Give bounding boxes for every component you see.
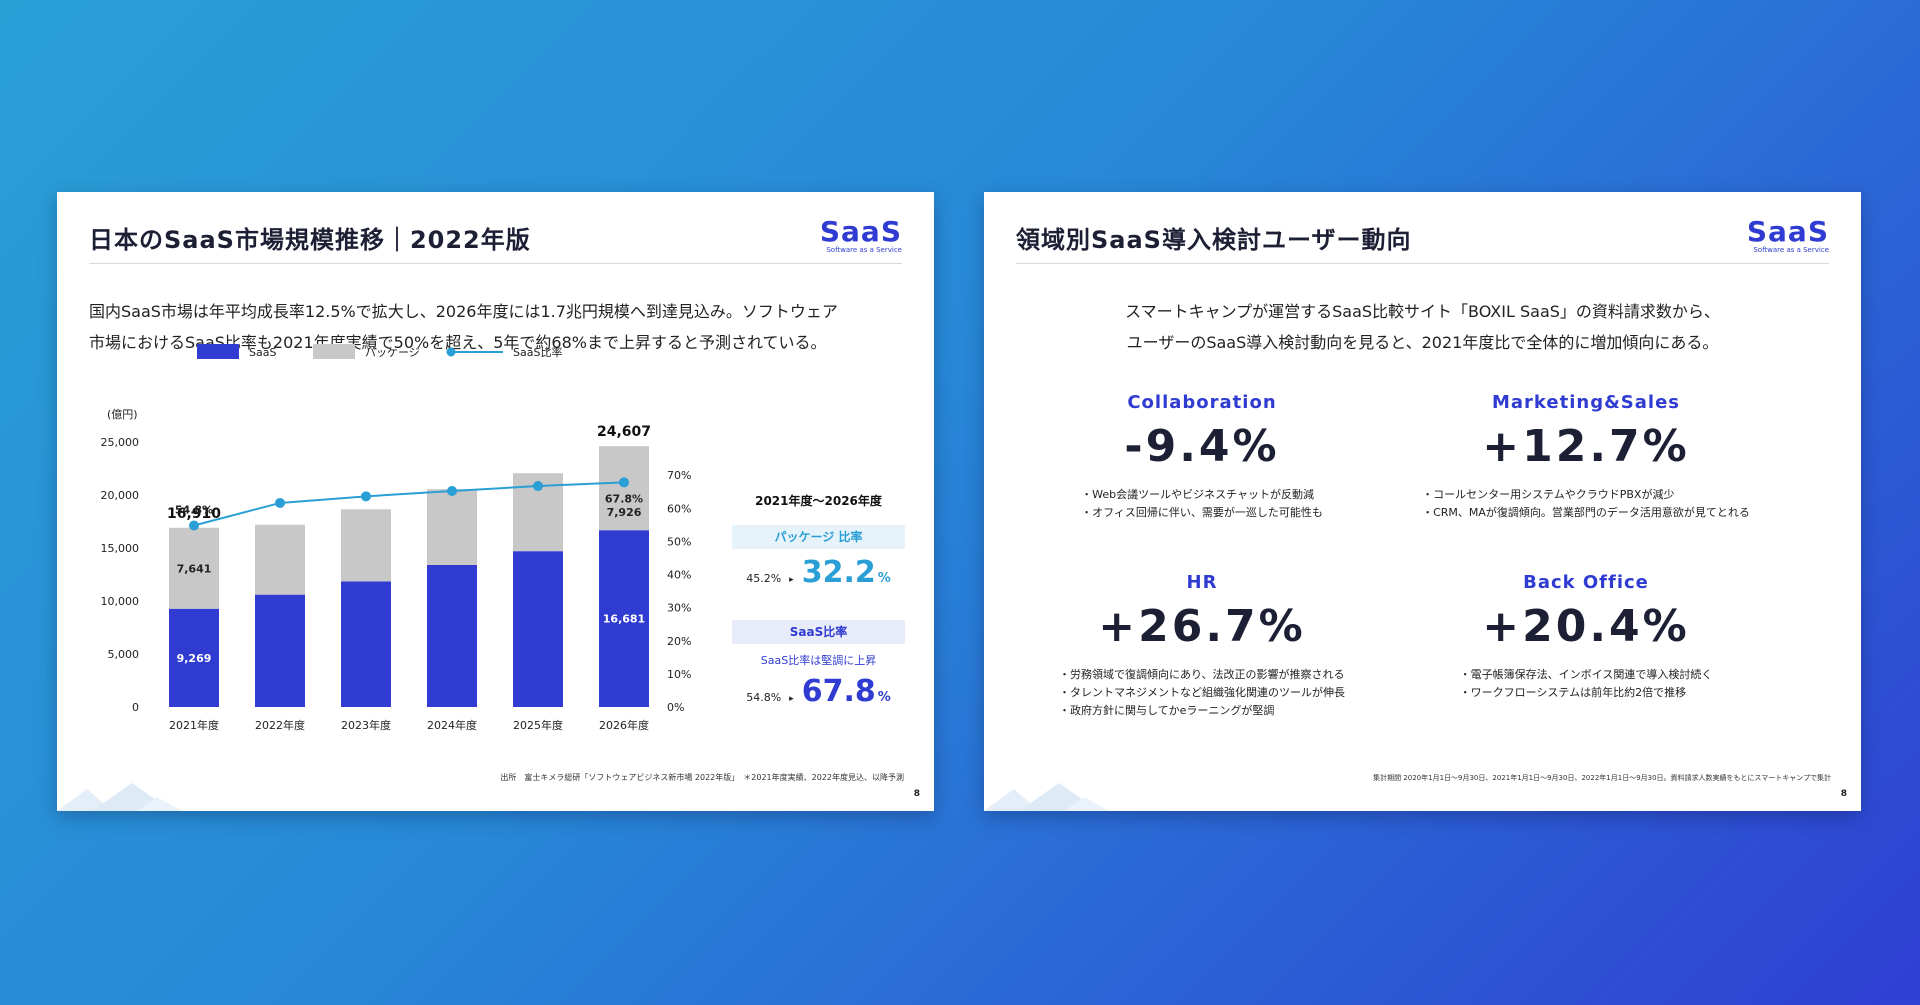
area-marketing-sales: Marketing&Sales +12.7% ・コールセンター用システムやクラウ… xyxy=(1416,392,1756,522)
page-number: 8 xyxy=(913,789,920,799)
mountain-decoration xyxy=(57,783,182,811)
total-label-first: 16,910 xyxy=(167,506,221,522)
package-ratio-band: パッケージ 比率 xyxy=(732,525,905,549)
legend-swatch-saas xyxy=(197,344,239,359)
y2-tick-label: 40% xyxy=(667,569,691,582)
title-divider xyxy=(1016,263,1829,264)
ratio-summary-panel: 2021年度〜2026年度 パッケージ 比率 45.2% ▸ 32.2 % Sa… xyxy=(732,492,905,709)
total-label-last: 24,607 xyxy=(597,424,651,440)
bar-package xyxy=(341,509,391,582)
y2-tick-label: 0% xyxy=(667,701,684,714)
ratio-label-last: 67.8% xyxy=(605,492,643,505)
area-back-office: Back Office +20.4% ・電子帳簿保存法、インボイス関連で導入検討… xyxy=(1416,572,1756,702)
y2-tick-label: 70% xyxy=(667,469,691,482)
area-hr: HR +26.7% ・労務領域で復調傾向にあり、法改正の影響が推察される ・タレ… xyxy=(1032,572,1372,720)
ratio-line xyxy=(193,481,625,527)
slide-title: 日本のSaaS市場規模推移｜2022年版 xyxy=(89,226,531,254)
saas-ratio-value: 67.8 xyxy=(801,674,876,709)
x-tick-label: 2021年度 xyxy=(169,718,219,732)
panel-heading: 2021年度〜2026年度 xyxy=(755,494,882,508)
saas-logo: SaaS Software as a Service xyxy=(1746,215,1829,255)
area-value: -9.4% xyxy=(1124,421,1280,472)
x-tick-label: 2026年度 xyxy=(599,718,649,732)
bar-saas xyxy=(599,530,649,707)
bar-package xyxy=(169,527,219,609)
y2-tick-label: 30% xyxy=(667,602,691,615)
y-tick-label: 10,000 xyxy=(101,595,140,608)
page-number: 8 xyxy=(1840,789,1847,799)
y2-tick-label: 60% xyxy=(667,502,691,515)
lead-text: スマートキャンプが運営するSaaS比較サイト「BOXIL SaaS」の資料請求数… xyxy=(1125,302,1720,352)
legend-label-saas: SaaS xyxy=(249,346,276,359)
mountain-decoration xyxy=(984,783,1109,811)
legend-swatch-package xyxy=(313,344,355,359)
ratio-point xyxy=(189,520,199,531)
data-label-saas-first: 9,269 xyxy=(177,652,212,665)
y2-tick-label: 50% xyxy=(667,535,691,548)
y-tick-label: 15,000 xyxy=(101,542,140,555)
ratio-point xyxy=(361,491,371,502)
x-tick-label: 2025年度 xyxy=(513,718,563,732)
market-size-chart: 0 5,000 10,000 15,000 20,000 25,000 0% 10% 20% 30… xyxy=(101,344,691,732)
ratio-point xyxy=(619,477,629,488)
bar-saas xyxy=(513,551,563,707)
saas-logo: SaaS Software as a Service xyxy=(819,215,902,255)
footnote: 集計期間 2020年1月1日〜9月30日、2021年1月1日〜9月30日、202… xyxy=(1373,774,1831,782)
y-tick-label: 5,000 xyxy=(108,648,140,661)
package-ratio-row: 45.2% ▸ 32.2 % xyxy=(746,555,891,590)
data-label-saas-last: 16,681 xyxy=(603,613,645,626)
title-divider xyxy=(89,263,902,264)
source-note: 出所 富士キメラ総研「ソフトウェアビジネス新市場 2022年版」 ＊2021年度… xyxy=(500,773,904,782)
y-tick-label: 25,000 xyxy=(101,436,140,449)
ratio-point xyxy=(533,481,543,492)
unit-label: (億円) xyxy=(107,408,138,421)
package-ratio-value: 32.2 xyxy=(801,555,876,590)
bar-saas xyxy=(341,581,391,707)
lead-text: 国内SaaS市場は年平均成長率12.5%で拡大し、2026年度には1.7兆円規模… xyxy=(89,302,838,352)
bar-package xyxy=(599,446,649,531)
ratio-point xyxy=(275,497,285,508)
saas-ratio-row: 54.8% ▸ 67.8 % xyxy=(746,674,891,709)
bar-saas xyxy=(255,594,305,707)
ratio-label-first: 54.8% xyxy=(175,503,213,516)
x-tick-label: 2024年度 xyxy=(427,718,477,732)
saas-ratio-note: SaaS比率は堅調に上昇 xyxy=(760,654,877,667)
ratio-point xyxy=(447,486,457,497)
bar-package xyxy=(255,524,305,595)
bar-saas xyxy=(169,608,219,707)
y-tick-label: 0 xyxy=(132,701,139,714)
y2-tick-label: 20% xyxy=(667,635,691,648)
data-label-package-last: 7,926 xyxy=(607,506,642,519)
y-tick-label: 20,000 xyxy=(101,489,140,502)
legend-label-package: パッケージ xyxy=(365,346,420,359)
legend-marker-ratio xyxy=(446,347,456,357)
x-tick-label: 2023年度 xyxy=(341,718,391,732)
y2-tick-label: 10% xyxy=(667,668,691,681)
x-tick-label: 2022年度 xyxy=(255,718,305,732)
legend-label-ratio: SaaS比率 xyxy=(513,345,562,359)
bar-saas xyxy=(427,564,477,707)
bar-package xyxy=(427,489,477,565)
area-value: +20.4% xyxy=(1482,601,1690,652)
area-value: +26.7% xyxy=(1098,601,1306,652)
data-label-package-first: 7,641 xyxy=(177,562,212,575)
slide-area-trends: 領域別SaaS導入検討ユーザー動向 SaaS Software as a Ser… xyxy=(984,192,1861,811)
area-value: +12.7% xyxy=(1482,421,1690,472)
area-collaboration: Collaboration -9.4% ・Web会議ツールやビジネスチャットが反… xyxy=(1032,392,1372,522)
slide-title: 領域別SaaS導入検討ユーザー動向 xyxy=(1016,226,1412,254)
slide-saas-market: 日本のSaaS市場規模推移｜2022年版 SaaS Software as a … xyxy=(57,192,934,811)
saas-ratio-band: SaaS比率 xyxy=(732,620,905,644)
